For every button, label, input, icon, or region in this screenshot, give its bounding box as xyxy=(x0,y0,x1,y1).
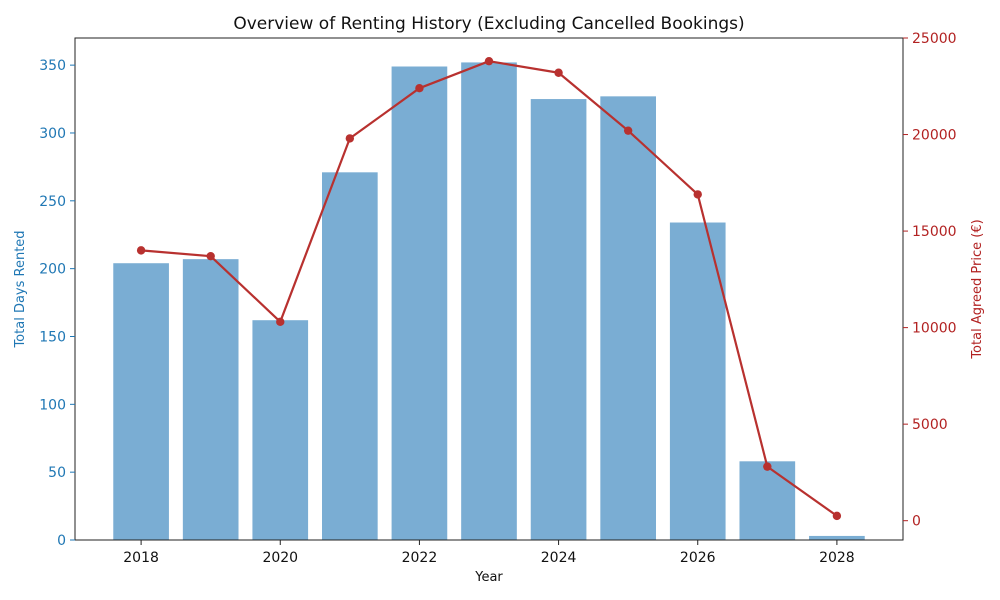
x-tick-label: 2018 xyxy=(123,550,159,566)
chart-title: Overview of Renting History (Excluding C… xyxy=(233,14,744,34)
x-tick-label: 2024 xyxy=(541,550,577,566)
bar-2022 xyxy=(391,66,448,541)
left-y-tick-label: 0 xyxy=(57,533,66,549)
price-point-2023 xyxy=(484,56,494,66)
left-y-tick-label: 200 xyxy=(39,262,66,278)
bar-series xyxy=(113,62,865,541)
bar-2026 xyxy=(669,222,726,540)
price-point-2019 xyxy=(206,251,215,261)
bar-2025 xyxy=(600,96,656,540)
bar-2019 xyxy=(182,259,239,540)
right-y-tick-label: 0 xyxy=(912,514,921,530)
bar-2018 xyxy=(113,263,169,540)
x-tick-label: 2026 xyxy=(680,550,716,566)
x-tick-label: 2028 xyxy=(819,550,855,566)
left-y-tick-label: 350 xyxy=(39,58,66,74)
right-y-tick-label: 15000 xyxy=(912,224,957,240)
price-point-2028 xyxy=(832,511,842,521)
bar-2020 xyxy=(252,320,309,540)
right-y-tick-label: 5000 xyxy=(912,417,948,433)
plot-frame xyxy=(74,37,904,541)
bar-2028 xyxy=(809,535,865,540)
x-tick-label: 2022 xyxy=(402,550,438,566)
price-point-2022 xyxy=(415,84,424,93)
left-y-tick-label: 300 xyxy=(39,126,66,142)
bar-2024 xyxy=(530,99,587,541)
x-tick-label: 2020 xyxy=(262,550,298,566)
left-y-tick-label: 50 xyxy=(48,465,66,481)
axes: 2018 2020 2022 2024 2026 2028 0 50 100 150 200 250 3… xyxy=(39,31,956,566)
price-point-2021 xyxy=(345,134,355,143)
price-point-2024 xyxy=(554,68,563,77)
bar-2021 xyxy=(322,172,378,541)
right-y-axis-label: Total Agreed Price (€) xyxy=(970,219,985,359)
left-y-tick-label: 250 xyxy=(39,194,66,210)
price-point-2027 xyxy=(763,462,772,471)
left-y-tick-label: 100 xyxy=(39,397,66,413)
price-point-2025 xyxy=(623,126,633,135)
price-point-2018 xyxy=(136,246,146,255)
x-axis-label: Year xyxy=(474,570,503,585)
line-series xyxy=(136,56,842,521)
left-y-axis-label: Total Days Rented xyxy=(13,230,28,348)
right-y-tick-label: 20000 xyxy=(912,128,957,144)
bar-2027 xyxy=(739,461,796,540)
left-y-tick-label: 150 xyxy=(39,329,66,345)
right-y-tick-label: 10000 xyxy=(912,321,957,337)
price-point-2020 xyxy=(276,317,285,327)
right-y-tick-label: 25000 xyxy=(912,31,957,47)
bar-2023 xyxy=(461,62,517,540)
price-point-2026 xyxy=(693,190,702,199)
